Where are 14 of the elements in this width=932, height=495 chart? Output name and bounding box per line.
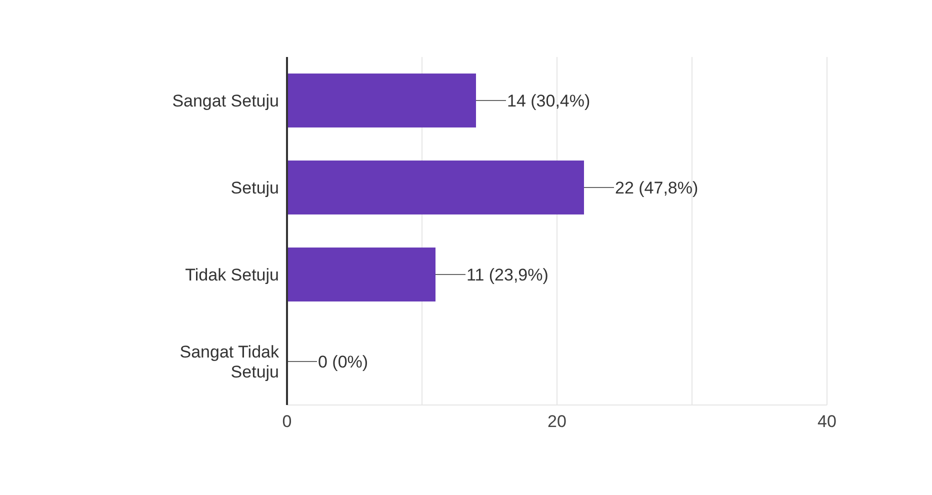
data-label: 22 (47,8%) — [615, 178, 698, 198]
x-tick-label: 20 — [548, 412, 566, 432]
bar — [287, 248, 436, 302]
y-tick-label: Sangat Tidak Setuju — [180, 342, 280, 382]
data-label: 0 (0%) — [318, 352, 368, 372]
data-label: 14 (30,4%) — [507, 91, 590, 110]
x-tick-label: 0 — [282, 412, 292, 432]
data-label: 11 (23,9%) — [466, 265, 548, 284]
bar — [287, 74, 476, 128]
bar — [287, 160, 584, 214]
y-tick-label: Tidak Setuju — [185, 265, 279, 284]
y-tick-label: Setuju — [230, 178, 279, 198]
y-tick-label: Sangat Setuju — [172, 91, 279, 110]
x-tick-label: 40 — [818, 412, 836, 432]
